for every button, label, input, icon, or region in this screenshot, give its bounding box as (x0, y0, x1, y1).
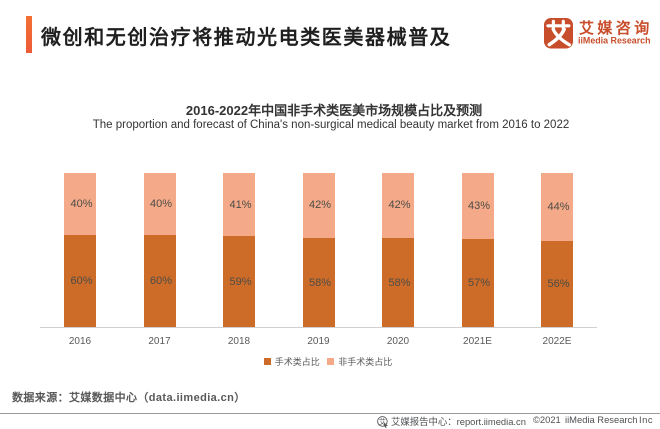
svg-text:艾媒咨询: 艾媒咨询 (579, 19, 653, 37)
svg-text:iiMedia Research: iiMedia Research (578, 35, 651, 45)
svg-text:艾: 艾 (378, 418, 385, 426)
